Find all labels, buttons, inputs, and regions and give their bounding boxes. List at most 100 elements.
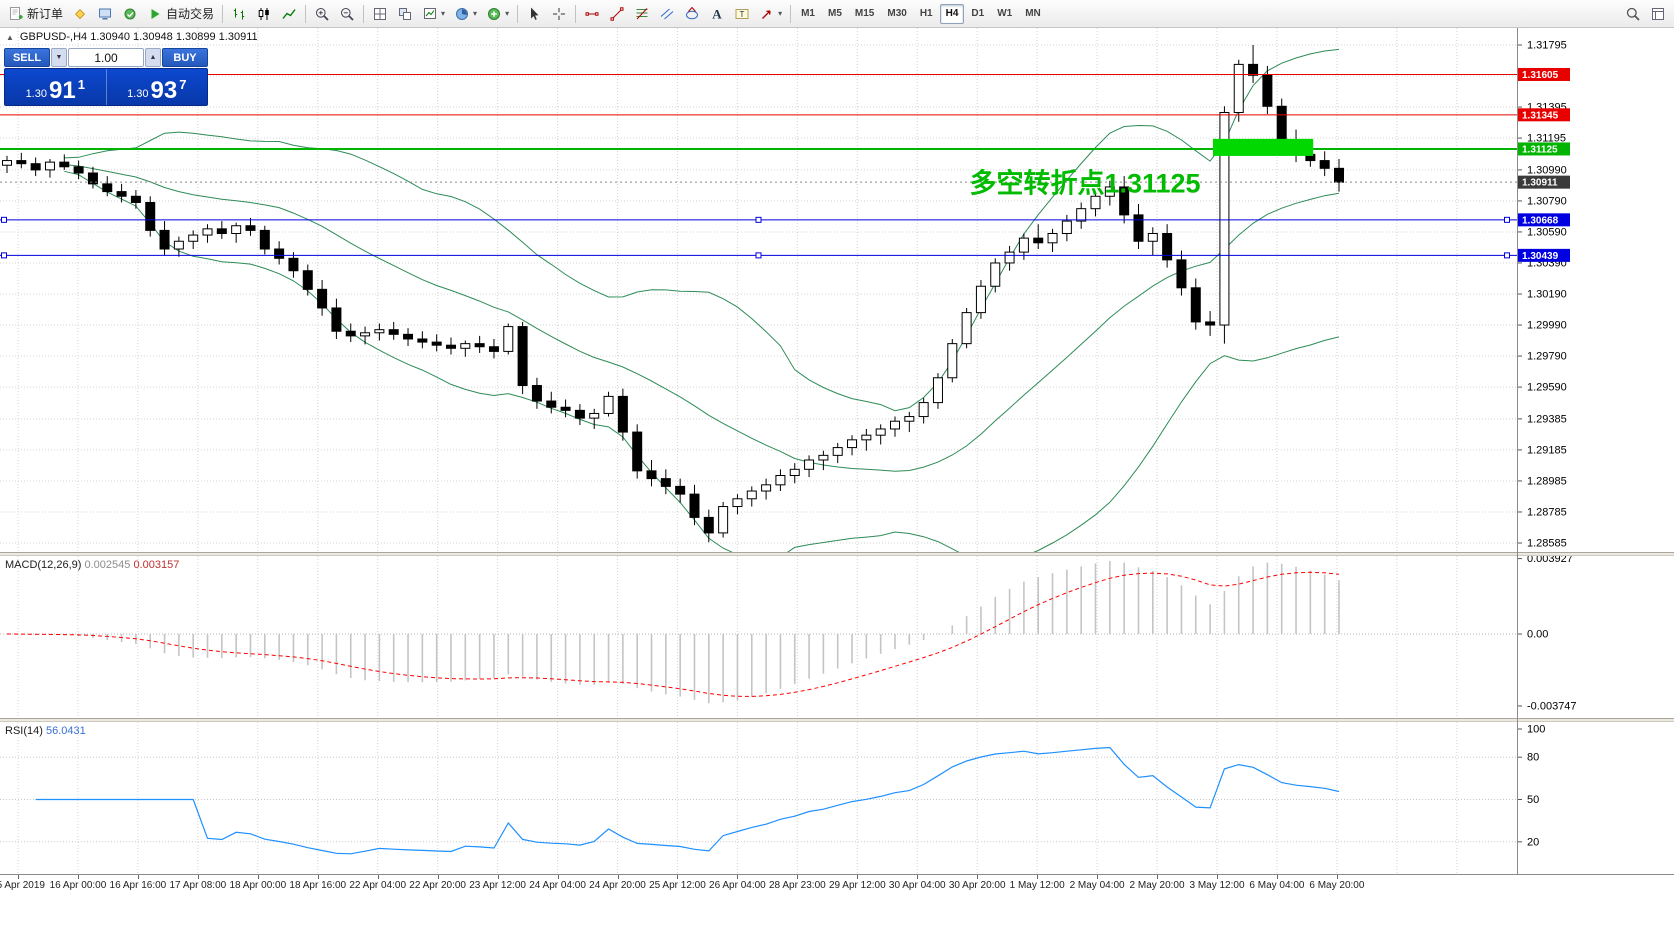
bars-icon <box>233 8 245 19</box>
macd-chart-surface[interactable]: 0.003927 0.00 -0.003747 <box>0 556 1674 718</box>
diamond-icon <box>74 8 86 19</box>
line-handle[interactable] <box>1504 216 1510 223</box>
timeframe-W1[interactable]: W1 <box>991 4 1018 24</box>
line-handle[interactable] <box>1 252 7 259</box>
timeframe-H4[interactable]: H4 <box>939 3 965 24</box>
search-button[interactable] <box>1621 3 1645 25</box>
shapes-button[interactable] <box>680 3 704 25</box>
tile-icon <box>399 7 412 20</box>
time-tick <box>677 875 679 879</box>
candle-body <box>1090 195 1101 210</box>
new-order-button[interactable]: 新订单 <box>4 3 67 25</box>
timeframe-MN[interactable]: MN <box>1019 4 1047 24</box>
buy-button[interactable]: BUY <box>162 48 208 67</box>
candle-body <box>832 447 843 456</box>
line-handle[interactable] <box>1504 252 1510 259</box>
volume-input[interactable] <box>68 48 144 67</box>
text-button[interactable]: A <box>705 3 729 25</box>
candle-body <box>847 439 858 449</box>
metaeditor-button[interactable] <box>68 3 92 25</box>
main-chart-surface[interactable]: 多空转折点1.311251.317951.315951.313951.31195… <box>0 28 1674 552</box>
arrow-tools-button[interactable]: ▾ <box>755 3 786 25</box>
timeframe-M1[interactable]: M1 <box>795 4 821 24</box>
candle-body <box>202 228 213 236</box>
cursor-button[interactable] <box>522 3 546 25</box>
text-label-button[interactable]: T <box>730 3 754 25</box>
candle-body <box>875 428 886 436</box>
tile-windows-button[interactable] <box>393 3 417 25</box>
candle-body <box>990 262 1001 287</box>
new-order-label: 新订单 <box>27 7 64 21</box>
candle-body <box>804 459 815 470</box>
time-label: 1 May 12:00 <box>1009 880 1065 891</box>
fibonacci-button[interactable] <box>630 3 654 25</box>
panel-splitter[interactable] <box>0 552 1674 556</box>
macd-axis[interactable]: 0.003927 0.00 -0.003747 <box>1517 556 1577 712</box>
timeframe-D1[interactable]: D1 <box>965 4 990 24</box>
horizontal-line-button[interactable] <box>580 3 604 25</box>
macd-signal-line <box>6 571 1340 697</box>
candle-body <box>1004 251 1015 264</box>
candle-body <box>231 225 242 234</box>
rectangle-object[interactable] <box>1212 138 1314 156</box>
play-icon <box>151 8 160 19</box>
autotrading-button[interactable]: 自动交易 <box>143 3 218 25</box>
rsi-grid <box>0 722 1517 874</box>
candle-body <box>360 332 371 337</box>
candle-body <box>1147 232 1158 242</box>
timeframe-M30[interactable]: M30 <box>881 4 912 24</box>
channel-button[interactable] <box>655 3 679 25</box>
quotes-panel-button[interactable] <box>1646 3 1670 25</box>
candle-body <box>1233 63 1244 113</box>
candle-body <box>732 498 743 508</box>
macd-scale-label: 0.003927 <box>1527 556 1573 565</box>
auto-arrange-button[interactable] <box>368 3 392 25</box>
new-chart-button[interactable]: ▾ <box>418 3 449 25</box>
search-icon <box>1626 7 1640 21</box>
volume-increase-button[interactable]: ▲ <box>145 48 161 67</box>
crosshair-button[interactable] <box>547 3 571 25</box>
timeframe-M15[interactable]: M15 <box>849 4 880 24</box>
rsi-axis[interactable]: 100 80 50 20 <box>1517 724 1545 849</box>
signals-button[interactable] <box>118 3 142 25</box>
price-badge <box>1518 213 1570 227</box>
time-label: 25 Apr 12:00 <box>649 880 706 891</box>
line-handle[interactable] <box>1 216 7 223</box>
text-icon: A <box>712 6 722 21</box>
sell-price-panel[interactable]: 1.30 91 1 <box>5 69 106 105</box>
time-tick <box>137 875 139 879</box>
candle-body <box>718 506 729 534</box>
candle-body <box>1334 167 1344 183</box>
shapes-icon <box>686 6 699 19</box>
volume-decrease-button[interactable]: ▼ <box>51 48 67 67</box>
time-label: 16 Apr 16:00 <box>109 880 167 891</box>
price-badge-label: 1.30911 <box>1522 178 1558 189</box>
timeframe-M5[interactable]: M5 <box>822 4 848 24</box>
timeframe-H1[interactable]: H1 <box>914 4 939 24</box>
panel-splitter[interactable] <box>0 718 1674 722</box>
profiles-button[interactable]: ▾ <box>450 3 481 25</box>
zoom-out-button[interactable] <box>335 3 359 25</box>
time-label: 30 Apr 20:00 <box>948 880 1006 891</box>
bar-chart-button[interactable] <box>227 3 251 25</box>
line-handle[interactable] <box>755 216 762 223</box>
candle-body <box>2 160 12 166</box>
price-tick-label: 1.29990 <box>1527 320 1567 332</box>
candlestick-chart-button[interactable] <box>252 3 276 25</box>
rsi-chart-surface[interactable]: 100 80 50 20 <box>0 722 1674 874</box>
trendline-button[interactable] <box>605 3 629 25</box>
line-chart-button[interactable] <box>277 3 301 25</box>
buy-price-panel[interactable]: 1.30 93 7 <box>107 69 208 105</box>
sell-button[interactable]: SELL <box>4 48 50 67</box>
annotation-text[interactable]: 多空转折点1.31125 <box>969 167 1200 198</box>
one-click-toggle[interactable]: ▲ <box>6 32 14 42</box>
candle-body <box>1033 237 1044 244</box>
market-button[interactable] <box>93 3 117 25</box>
time-label: 23 Apr 12:00 <box>469 880 526 891</box>
line-handle[interactable] <box>755 252 762 259</box>
toolbar-separator <box>790 4 792 23</box>
price-tick-label: 1.29790 <box>1527 351 1567 363</box>
zoom-in-button[interactable] <box>310 3 334 25</box>
indicators-button[interactable]: ▾ <box>482 3 513 25</box>
